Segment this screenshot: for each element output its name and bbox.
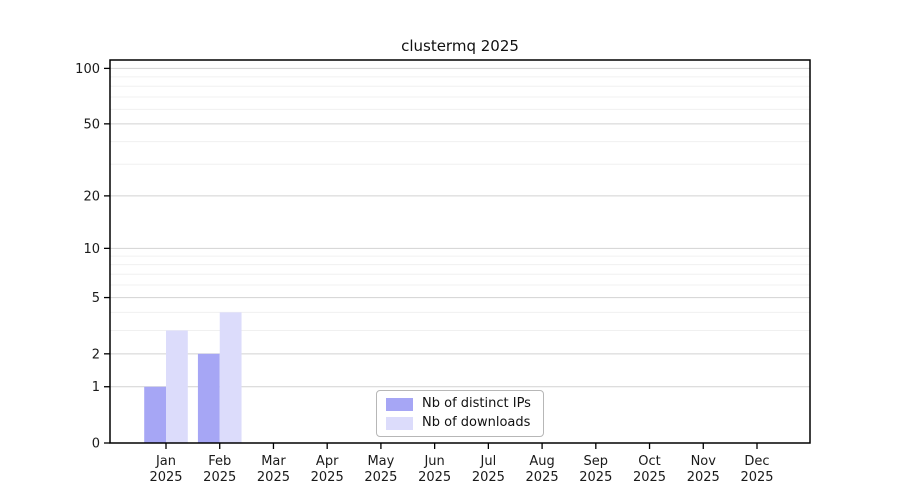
x-tick-label-month: Jun bbox=[423, 454, 444, 469]
x-tick-label-month: Jan bbox=[155, 454, 176, 469]
plot-border bbox=[109, 59, 811, 444]
y-tick-label: 2 bbox=[92, 347, 100, 362]
y-tick-label: 1 bbox=[92, 380, 100, 395]
x-tick-label-year: 2025 bbox=[526, 470, 559, 485]
bar-downloads-feb bbox=[219, 312, 242, 443]
x-tick-label-year: 2025 bbox=[364, 470, 397, 485]
x-tick-label-month: Jul bbox=[480, 454, 497, 469]
y-tick-label: 50 bbox=[83, 117, 100, 132]
x-tick-label-month: Apr bbox=[316, 454, 339, 469]
x-tick-label-year: 2025 bbox=[740, 470, 773, 485]
legend-swatch-downloads bbox=[386, 416, 413, 430]
x-tick-label-month: Nov bbox=[691, 454, 717, 469]
y-tick-label: 100 bbox=[75, 62, 100, 77]
x-tick-label-year: 2025 bbox=[257, 470, 290, 485]
bar-distinct-ips-feb bbox=[197, 353, 220, 443]
legend-label-distinct-ips: Nb of distinct IPs bbox=[422, 396, 531, 411]
legend-swatch-distinct-ips bbox=[386, 397, 413, 411]
legend-item-downloads: Nb of downloads bbox=[386, 415, 531, 431]
y-tick-label: 0 bbox=[92, 437, 100, 452]
y-tick-label: 10 bbox=[83, 242, 100, 257]
chart-title: clustermq 2025 bbox=[401, 37, 519, 55]
legend-label-downloads: Nb of downloads bbox=[422, 415, 531, 430]
legend-item-distinct-ips: Nb of distinct IPs bbox=[386, 396, 531, 412]
major-gridlines bbox=[110, 67, 810, 388]
axis-ticks bbox=[104, 67, 758, 449]
x-tick-label-year: 2025 bbox=[149, 470, 182, 485]
x-tick-label-year: 2025 bbox=[418, 470, 451, 485]
x-tick-label-month: Oct bbox=[638, 454, 660, 469]
y-tick-label: 20 bbox=[83, 189, 100, 204]
bar-distinct-ips-jan bbox=[144, 386, 166, 443]
x-tick-label-year: 2025 bbox=[633, 470, 666, 485]
x-tick-label-month: Aug bbox=[529, 454, 554, 469]
bars-group bbox=[144, 312, 242, 443]
legend: Nb of distinct IPs Nb of downloads bbox=[376, 390, 544, 437]
x-tick-label-month: Sep bbox=[584, 454, 609, 469]
minor-gridlines bbox=[110, 76, 810, 331]
x-tick-label-month: Dec bbox=[744, 454, 769, 469]
x-tick-label-month: Feb bbox=[208, 454, 231, 469]
x-tick-label-year: 2025 bbox=[203, 470, 236, 485]
x-tick-label-year: 2025 bbox=[472, 470, 505, 485]
x-tick-label-month: May bbox=[367, 454, 394, 469]
bar-downloads-jan bbox=[166, 330, 188, 443]
axis-tick-labels: 0125102050100Jan2025Feb2025Mar2025Apr202… bbox=[75, 62, 773, 485]
x-tick-label-year: 2025 bbox=[579, 470, 612, 485]
x-tick-label-year: 2025 bbox=[311, 470, 344, 485]
y-tick-label: 5 bbox=[92, 291, 100, 306]
x-tick-label-month: Mar bbox=[261, 454, 286, 469]
x-tick-label-year: 2025 bbox=[687, 470, 720, 485]
